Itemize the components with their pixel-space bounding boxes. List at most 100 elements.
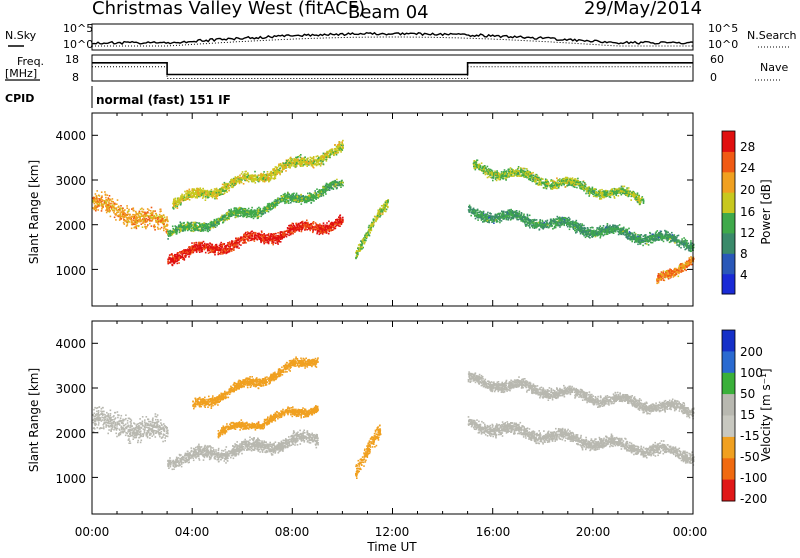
power-point	[322, 228, 324, 230]
power-point	[124, 216, 126, 218]
power-point	[142, 215, 144, 217]
power-point	[186, 224, 188, 226]
power-point	[120, 218, 122, 220]
power-point	[188, 198, 190, 200]
power-point	[222, 193, 224, 195]
power-point	[328, 221, 330, 223]
power-point	[337, 185, 339, 187]
power-point	[184, 250, 186, 252]
power-point	[307, 158, 309, 160]
power-point	[194, 248, 196, 250]
power-point	[186, 194, 188, 196]
power-point	[216, 218, 218, 220]
power-point	[107, 210, 109, 212]
power-point	[330, 223, 332, 225]
power-point	[95, 205, 97, 207]
power-point	[228, 209, 230, 211]
power-point	[290, 165, 292, 167]
power-point	[219, 188, 221, 190]
power-point	[207, 195, 209, 197]
power-point	[313, 162, 315, 164]
power-point	[333, 224, 335, 226]
power-point	[292, 199, 294, 201]
power-point	[290, 232, 292, 234]
power-point	[123, 214, 125, 216]
power-point	[138, 216, 140, 218]
power-point	[284, 196, 286, 198]
power-point	[238, 247, 240, 249]
power-point	[374, 216, 376, 218]
power-point	[278, 237, 280, 239]
power-point	[282, 167, 284, 169]
power-point	[181, 194, 183, 196]
noise-left-tick-bottom: 10^0	[63, 38, 93, 51]
power-point	[133, 214, 135, 216]
power-point	[269, 203, 271, 205]
power-point	[245, 171, 247, 173]
power-point	[106, 206, 108, 208]
power-point	[231, 187, 233, 189]
power-point	[265, 212, 267, 214]
power-point	[338, 225, 340, 227]
power-point	[196, 196, 198, 198]
power-point	[239, 207, 241, 209]
power-point	[149, 220, 151, 222]
power-point	[174, 259, 176, 261]
power-point	[188, 194, 190, 196]
power-point	[277, 241, 279, 243]
power-point	[207, 249, 209, 251]
power-point	[200, 224, 202, 226]
power-point	[310, 157, 312, 159]
power-point	[195, 229, 197, 231]
power-point	[300, 199, 302, 201]
power-point	[277, 171, 279, 173]
power-point	[325, 159, 327, 161]
power-point	[182, 258, 184, 260]
power-point	[228, 190, 230, 192]
power-point	[193, 222, 195, 224]
power-point	[226, 183, 228, 185]
power-point	[231, 242, 233, 244]
power-point	[177, 256, 179, 258]
power-point	[234, 207, 236, 209]
power-point	[105, 197, 107, 199]
power-point	[339, 225, 341, 227]
power-point	[326, 156, 328, 158]
power-point	[216, 222, 218, 224]
power-point	[159, 209, 161, 211]
power-point	[285, 167, 287, 169]
power-point	[170, 231, 172, 233]
power-point	[246, 210, 248, 212]
power-point	[278, 165, 280, 167]
power-point	[332, 152, 334, 154]
power-point	[306, 198, 308, 200]
power-point	[276, 235, 278, 237]
power-point	[387, 202, 389, 204]
power-point	[194, 222, 196, 224]
power-point	[322, 191, 324, 193]
power-point	[218, 190, 220, 192]
power-point	[253, 210, 255, 212]
power-point	[280, 241, 282, 243]
power-point	[254, 240, 256, 242]
power-point	[244, 239, 246, 241]
power-point	[312, 222, 314, 224]
power-point	[339, 223, 341, 225]
power-point	[320, 225, 322, 227]
power-point	[184, 191, 186, 193]
power-point	[262, 178, 264, 180]
power-point	[312, 160, 314, 162]
power-point	[257, 208, 259, 210]
power-point	[291, 226, 293, 228]
power-point	[109, 209, 111, 211]
power-point	[318, 230, 320, 232]
power-point	[320, 165, 322, 167]
power-point	[293, 162, 295, 164]
power-point	[341, 222, 343, 224]
power-point	[341, 180, 343, 182]
power-point	[205, 190, 207, 192]
power-point	[275, 233, 277, 235]
beam-label: Beam 04	[348, 2, 429, 23]
power-point	[303, 198, 305, 200]
power-point	[145, 219, 147, 221]
